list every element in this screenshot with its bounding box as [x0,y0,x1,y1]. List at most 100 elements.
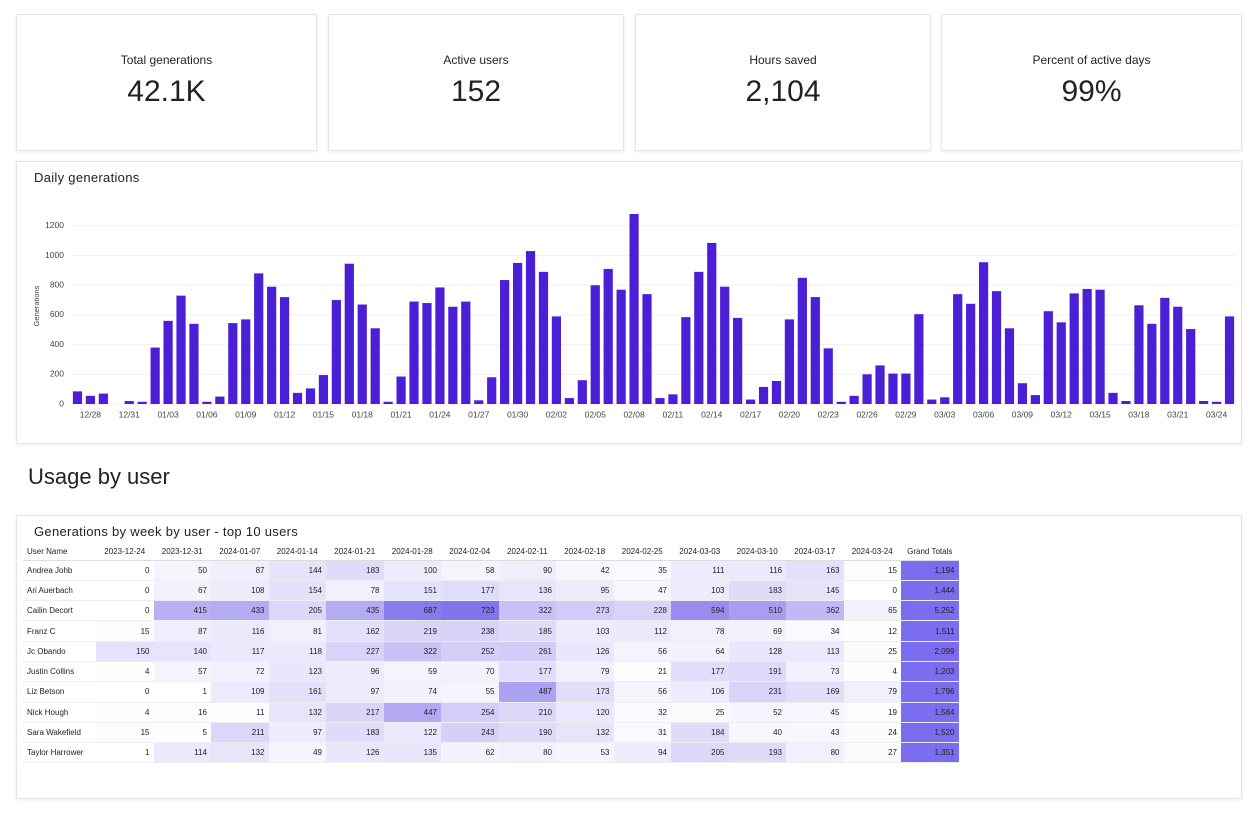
cell: 100 [383,560,441,581]
user-name: Taylor Harrower [23,742,96,764]
cell: 52 [728,702,786,723]
cell: 56 [613,641,671,662]
bar [577,380,587,404]
cell: 108 [211,580,269,602]
bar [525,251,536,404]
cell: 55 [441,681,499,703]
cell: 205 [671,742,729,764]
cell: 73 [786,661,844,683]
bar [978,262,989,404]
user-name: Liz Betson [23,681,96,703]
cell: 81 [268,620,326,642]
cell: 69 [728,620,786,642]
kpi-value: 99% [1061,75,1122,108]
cell: 96 [326,661,384,683]
bar [150,347,160,404]
cell: 173 [556,681,614,703]
bar [202,401,212,404]
cell: 67 [153,580,211,602]
kpi-label: Percent of active days [1032,53,1151,67]
bar [784,319,795,404]
bar [694,271,704,404]
bar [603,268,613,404]
bar [305,388,316,404]
bar [176,295,186,404]
bar [189,323,199,404]
cell: 594 [671,600,729,622]
cell: 5 [153,722,211,744]
bar [383,401,393,404]
cell: 15 [96,722,154,744]
bar [991,291,1002,404]
cell: 24 [843,722,901,744]
cell: 205 [268,600,326,622]
cell: 415 [153,600,211,622]
bar [629,213,639,404]
cell: 21 [613,661,671,683]
cell: 32 [613,702,671,723]
table-card: Generations by week by user - top 10 use… [16,515,1242,799]
cell: 362 [786,600,844,622]
cell: 116 [728,560,786,581]
x-tick-label: 01/24 [429,409,451,419]
bar [810,297,820,404]
cell: 35 [613,560,671,581]
bar [85,395,96,404]
cell: 59 [383,661,441,683]
x-tick-label: 02/14 [701,409,723,419]
cell: 79 [556,661,614,683]
y-tick-label: 1200 [45,220,64,230]
user-name: Ari Auerbach [23,580,96,602]
cell: 47 [613,580,671,602]
cell: 261 [498,641,556,662]
chart: Generations 0 200 400 600 800 1000 1200 12/28 12… [32,213,1236,419]
kpi-value: 152 [450,75,502,108]
cell: 254 [441,702,499,723]
kpi-value: 42.1K [127,75,206,108]
bar [1224,316,1235,404]
cell: 177 [441,580,499,602]
cell: 79 [843,681,901,703]
bar [655,398,665,404]
bar [254,273,264,404]
cell: 1 [153,681,211,703]
cell: 154 [268,580,326,602]
cell: 1,511 [901,620,959,642]
cell: 183 [326,722,384,744]
user-name: Justin Collins [23,661,96,683]
bar [357,304,367,404]
x-tick-label: 01/15 [313,409,335,419]
cell: 64 [671,641,729,662]
bar [707,242,717,404]
cell: 103 [671,580,729,602]
cell: 2,099 [901,641,959,662]
cell: 723 [441,600,499,622]
bar [758,386,769,404]
cell: 1,203 [901,661,959,683]
bar [422,303,432,404]
cell: 49 [268,742,326,764]
column-header: 2024-03-03 [671,543,729,561]
y-tick-label: 1000 [45,250,64,260]
user-name: Andrea Johb [23,560,96,581]
cell: 162 [326,620,384,642]
cell: 15 [843,560,901,581]
cell: 31 [613,722,671,744]
bar [241,319,251,404]
x-tick-label: 03/09 [1012,409,1034,419]
cell: 57 [153,661,211,683]
cell: 95 [556,580,614,602]
cell: 273 [556,600,614,622]
bar [914,314,924,404]
x-tick-label: 01/03 [157,409,179,419]
bar [1082,288,1092,404]
bar [940,397,950,404]
x-tick-label: 03/06 [973,409,995,419]
cell: 4 [843,661,901,683]
table-row: Sara Wakefield 15 5 211 97 183 122 243 190 132 31 1… [23,722,959,744]
cell: 185 [498,620,556,642]
table-row: Jc Obando 150 140 117 118 227 322 252 261 126 56 64… [23,641,959,662]
cell: 136 [498,580,556,602]
cell: 114 [153,742,211,764]
cell: 322 [383,641,441,662]
